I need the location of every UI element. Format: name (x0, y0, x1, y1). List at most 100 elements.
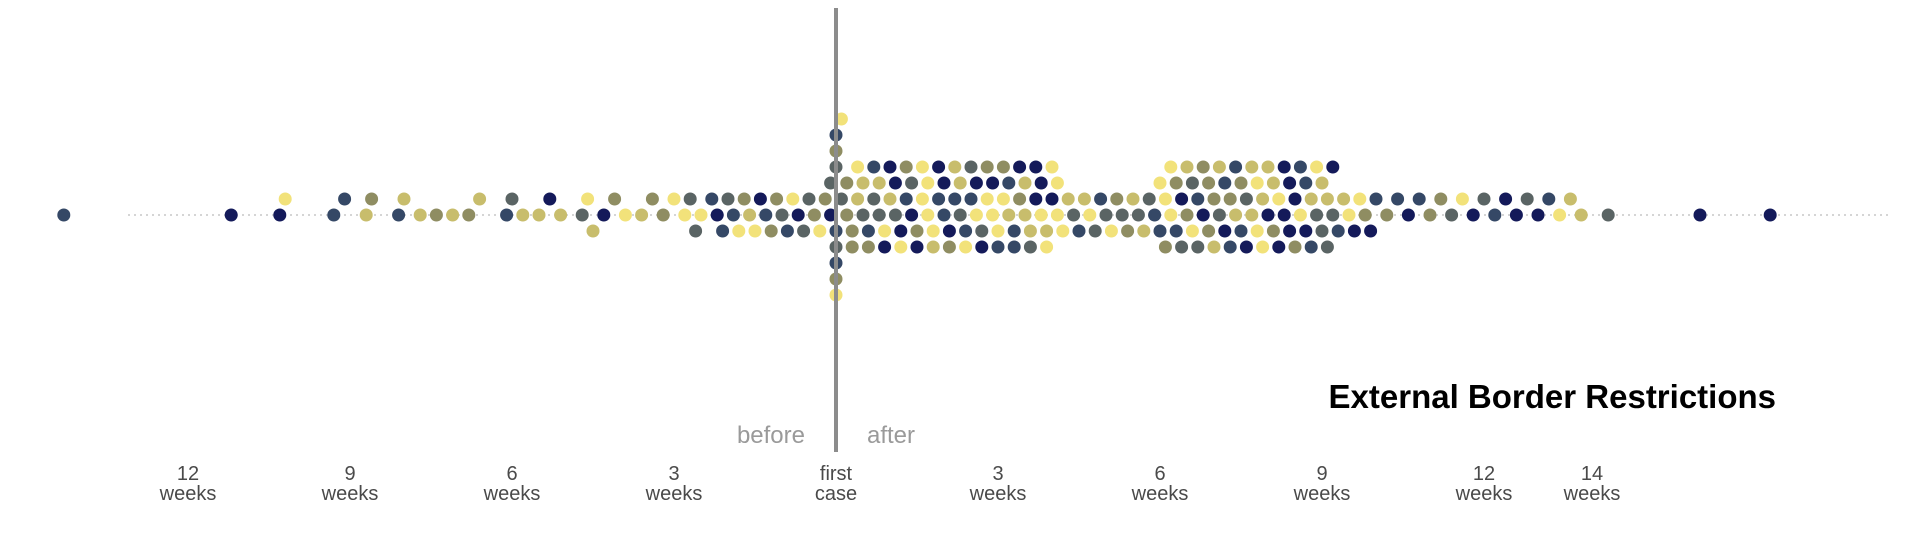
data-point (359, 208, 373, 222)
data-point (926, 240, 940, 254)
data-point (878, 240, 892, 254)
data-point (834, 112, 848, 126)
data-point (1121, 224, 1135, 238)
data-point (959, 224, 973, 238)
data-point (953, 208, 967, 222)
data-point (996, 192, 1010, 206)
data-point (824, 176, 838, 190)
data-point (716, 224, 730, 238)
data-point (910, 224, 924, 238)
data-point (597, 208, 611, 222)
data-point (1261, 160, 1275, 174)
data-point (1212, 160, 1226, 174)
data-point (683, 192, 697, 206)
data-point (942, 224, 956, 238)
data-point (975, 224, 989, 238)
chart-title: External Border Restrictions (1329, 378, 1776, 415)
data-point (818, 192, 832, 206)
data-point (1288, 240, 1302, 254)
data-point (1029, 192, 1043, 206)
data-point (1256, 240, 1270, 254)
data-point (905, 176, 919, 190)
tick-label-bottom: weeks (483, 483, 541, 505)
tick-label-top: 12 (177, 463, 199, 485)
tick-label-top: 14 (1581, 463, 1603, 485)
data-point (948, 192, 962, 206)
data-point (1175, 240, 1189, 254)
tick-label-bottom: weeks (1563, 483, 1621, 505)
data-point (1148, 208, 1162, 222)
data-point (1185, 224, 1199, 238)
data-point (856, 176, 870, 190)
data-point (1212, 208, 1226, 222)
data-point (1320, 192, 1334, 206)
data-point (1601, 208, 1615, 222)
data-point (867, 160, 881, 174)
data-point (764, 224, 778, 238)
data-point (473, 192, 487, 206)
data-point (1283, 224, 1297, 238)
data-point (1423, 208, 1437, 222)
data-point (1185, 176, 1199, 190)
data-point (1131, 208, 1145, 222)
data-point (1353, 192, 1367, 206)
data-point (1050, 208, 1064, 222)
tick-label-top: first (820, 463, 853, 485)
data-point (1272, 240, 1286, 254)
data-point (1110, 192, 1124, 206)
data-point (894, 240, 908, 254)
data-point (586, 224, 600, 238)
data-point (1250, 224, 1264, 238)
data-point (327, 208, 341, 222)
data-point (915, 160, 929, 174)
data-point (1283, 176, 1297, 190)
data-point (840, 208, 854, 222)
data-point (1245, 208, 1259, 222)
data-point (1191, 192, 1205, 206)
tick-label-bottom: weeks (1455, 483, 1513, 505)
data-point (1099, 208, 1113, 222)
data-point (1175, 192, 1189, 206)
data-point (921, 208, 935, 222)
data-point (1013, 160, 1027, 174)
data-point (926, 224, 940, 238)
data-point (1153, 176, 1167, 190)
data-point (942, 240, 956, 254)
data-point (505, 192, 519, 206)
data-point (991, 224, 1005, 238)
data-point (1315, 176, 1329, 190)
data-point (446, 208, 460, 222)
data-point (224, 208, 238, 222)
data-point (797, 224, 811, 238)
data-point (883, 192, 897, 206)
data-point (1499, 192, 1513, 206)
data-point (824, 208, 838, 222)
data-point (532, 208, 546, 222)
data-point (888, 208, 902, 222)
data-point (1142, 192, 1156, 206)
data-point (851, 160, 865, 174)
data-point (1563, 192, 1577, 206)
data-point (1509, 208, 1523, 222)
data-point (953, 176, 967, 190)
data-point (1169, 224, 1183, 238)
data-point (1029, 160, 1043, 174)
data-point (878, 224, 892, 238)
data-point (1023, 240, 1037, 254)
tick-label-bottom: weeks (159, 483, 217, 505)
data-point (1304, 192, 1318, 206)
data-point (413, 208, 427, 222)
data-point (1574, 208, 1588, 222)
data-point (1364, 224, 1378, 238)
data-point (1293, 208, 1307, 222)
data-point (1299, 224, 1313, 238)
data-point (775, 208, 789, 222)
data-point (1002, 208, 1016, 222)
data-point (786, 192, 800, 206)
data-point (1272, 192, 1286, 206)
data-point (1763, 208, 1777, 222)
data-point (1180, 160, 1194, 174)
data-point (899, 160, 913, 174)
data-point (791, 208, 805, 222)
